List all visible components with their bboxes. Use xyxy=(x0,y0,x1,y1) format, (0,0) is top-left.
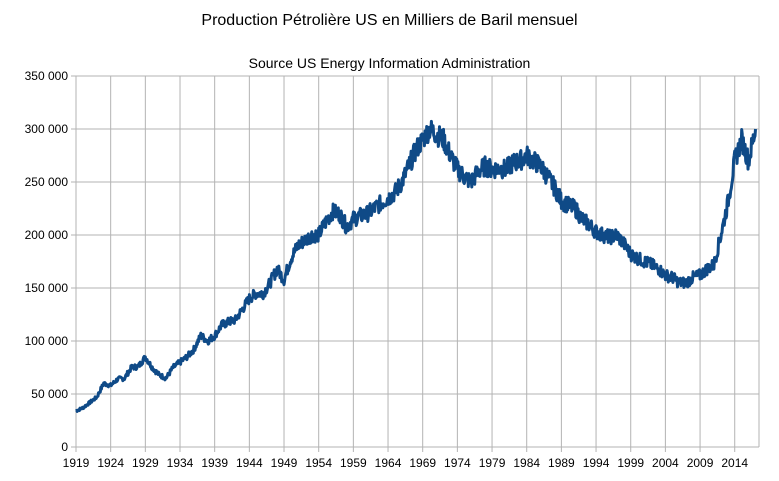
x-tick-label: 1929 xyxy=(132,456,159,470)
chart-subtitle: Source US Energy Information Administrat… xyxy=(248,55,531,71)
x-tick-label: 1939 xyxy=(201,456,228,470)
y-tick-label: 0 xyxy=(61,440,68,454)
x-tick-label: 1984 xyxy=(513,456,540,470)
x-tick-label: 1994 xyxy=(583,456,610,470)
x-tick-label: 2004 xyxy=(652,456,679,470)
y-tick-label: 150 000 xyxy=(25,281,69,295)
x-tick-label: 1944 xyxy=(236,456,263,470)
y-tick-label: 250 000 xyxy=(25,175,69,189)
x-tick-label: 1979 xyxy=(479,456,506,470)
y-tick-label: 350 000 xyxy=(25,69,69,83)
x-tick-label: 1954 xyxy=(305,456,332,470)
y-tick-label: 100 000 xyxy=(25,334,69,348)
x-tick-label: 1999 xyxy=(617,456,644,470)
x-tick-label: 1969 xyxy=(409,456,436,470)
y-tick-label: 50 000 xyxy=(31,387,68,401)
axes xyxy=(71,75,736,452)
gridlines xyxy=(75,75,760,448)
x-tick-label: 1989 xyxy=(548,456,575,470)
y-tick-label: 300 000 xyxy=(25,122,69,136)
x-tick-label: 1959 xyxy=(340,456,367,470)
x-tick-label: 1919 xyxy=(63,456,90,470)
x-axis-ticks: 1919 1924 1929 1934 1939 1944 1949 1954 1959 1964… xyxy=(63,456,749,470)
y-tick-label: 200 000 xyxy=(25,228,69,242)
series-line xyxy=(75,119,757,413)
y-axis-ticks: 0 50 000 100 000 150 000 200 000 250 000 300 0… xyxy=(25,69,69,454)
series-group xyxy=(75,119,757,413)
x-tick-label: 2014 xyxy=(721,456,748,470)
x-tick-label: 1974 xyxy=(444,456,471,470)
x-tick-label: 1949 xyxy=(271,456,298,470)
x-tick-label: 1924 xyxy=(97,456,124,470)
x-tick-label: 1934 xyxy=(167,456,194,470)
x-tick-label: 2009 xyxy=(687,456,714,470)
x-tick-label: 1964 xyxy=(375,456,402,470)
chart-title: Production Pétrolière US en Milliers de … xyxy=(201,12,578,29)
